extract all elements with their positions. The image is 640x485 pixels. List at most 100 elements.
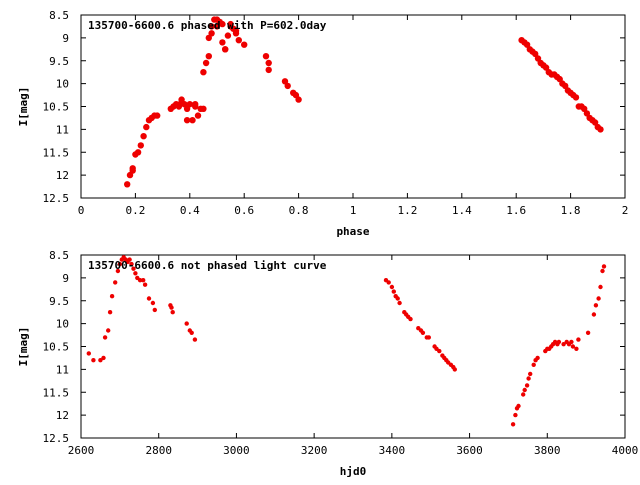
unphased-data-point	[142, 282, 148, 287]
phased-xtick-label: 1.4	[452, 204, 472, 217]
unphased-data-point	[169, 305, 174, 310]
unphased-plot-ticks: 2600 2800 3000 3200 3400 3600 3800 4000 8.5 9 9.5 1…	[43, 249, 639, 457]
phased-data-point	[224, 32, 232, 39]
unphased-data-point	[101, 355, 106, 361]
phased-xtick-label: 1	[350, 204, 357, 217]
phased-data-point	[597, 126, 604, 133]
phased-data-point	[222, 46, 229, 53]
unphased-plot-points	[86, 255, 607, 427]
unphased-data-point	[146, 296, 152, 301]
phased-data-point	[205, 53, 212, 60]
unphased-plot-ylabel: I[mag]	[17, 327, 30, 367]
unphased-data-point	[601, 264, 607, 269]
unphased-ytick-label: 10	[56, 318, 69, 331]
phased-data-point	[205, 34, 212, 42]
unphased-data-point	[150, 300, 156, 306]
phased-data-point	[134, 149, 142, 156]
unphased-data-point	[426, 335, 431, 340]
phased-xtick-label: 0.8	[289, 204, 309, 217]
unphased-xtick-label: 3200	[301, 444, 328, 457]
phased-xtick-label: 0.4	[180, 204, 200, 217]
unphased-data-point	[127, 257, 132, 262]
phased-plot-title: 135700-6600.6 phased with P=602.0day	[88, 19, 327, 32]
unphased-data-point	[510, 422, 516, 427]
phased-ytick-label: 8.5	[49, 9, 69, 22]
unphased-data-point	[576, 337, 581, 342]
phased-data-point	[219, 39, 226, 46]
unphased-ytick-label: 8.5	[49, 249, 69, 262]
phased-xtick-label: 0.2	[125, 204, 145, 217]
phased-data-point	[295, 96, 302, 103]
unphased-ytick-label: 11	[56, 363, 69, 376]
phased-data-point	[189, 117, 196, 124]
unphased-xtick-label: 2600	[68, 444, 95, 457]
phased-data-point	[200, 69, 207, 76]
phased-xtick-label: 1.2	[397, 204, 417, 217]
phased-data-point	[208, 30, 215, 37]
unphased-data-point	[391, 289, 396, 294]
unphased-xtick-label: 4000	[612, 444, 639, 457]
unphased-data-point	[570, 344, 576, 349]
unphased-data-point	[189, 330, 194, 335]
unphased-data-point	[598, 284, 603, 290]
unphased-data-point	[420, 330, 426, 335]
unphased-xtick-label: 2800	[145, 444, 172, 457]
phased-data-point	[572, 94, 580, 101]
unphased-data-point	[170, 310, 175, 315]
phased-plot-ylabel: I[mag]	[17, 87, 30, 127]
phased-ytick-label: 10.5	[43, 101, 70, 114]
unphased-ytick-label: 9.5	[49, 295, 69, 308]
unphased-data-point	[141, 278, 146, 283]
unphased-data-point	[524, 383, 530, 388]
phased-ytick-label: 9	[62, 32, 69, 45]
unphased-data-point	[526, 376, 531, 381]
unphased-data-point	[91, 358, 96, 363]
phased-plot-points	[124, 16, 604, 188]
phased-xtick-label: 0	[78, 204, 85, 217]
unphased-data-point	[535, 355, 540, 361]
phased-data-point	[154, 112, 161, 119]
phased-data-point	[202, 59, 210, 67]
phased-data-point	[186, 101, 193, 108]
phased-data-point	[194, 112, 202, 119]
phased-data-point	[265, 59, 272, 67]
phased-data-point	[124, 181, 131, 188]
phased-xtick-label: 1.8	[561, 204, 581, 217]
unphased-data-point	[192, 337, 198, 342]
unphased-ytick-label: 9	[62, 272, 69, 285]
unphased-data-point	[531, 362, 536, 367]
unphased-data-point	[184, 321, 189, 326]
unphased-data-point	[437, 348, 442, 354]
unphased-data-point	[574, 346, 579, 351]
unphased-plot-xlabel: hjd0	[340, 465, 367, 478]
unphased-ytick-label: 12.5	[43, 432, 70, 445]
unphased-data-point	[569, 339, 574, 345]
phased-data-point	[140, 133, 147, 140]
unphased-data-point	[452, 367, 457, 372]
phased-ytick-label: 12	[56, 169, 69, 182]
unphased-data-point	[117, 261, 123, 267]
unphased-data-point	[115, 268, 121, 274]
unphased-data-point	[591, 312, 597, 317]
phased-data-point	[241, 41, 248, 48]
unphased-data-point	[585, 330, 591, 335]
unphased-data-point	[596, 296, 601, 301]
unphased-data-point	[107, 310, 113, 315]
phased-ytick-label: 11	[56, 123, 69, 136]
unphased-data-point	[522, 387, 527, 393]
unphased-data-point	[98, 358, 103, 363]
unphased-data-point	[600, 268, 605, 274]
phased-ytick-label: 9.5	[49, 55, 69, 68]
unphased-data-point	[556, 339, 562, 345]
unphased-data-point	[106, 328, 111, 333]
phased-data-point	[208, 23, 215, 30]
unphased-data-point	[593, 303, 599, 308]
unphased-data-point	[513, 412, 518, 418]
phased-xtick-label: 1.6	[506, 204, 526, 217]
unphased-data-point	[397, 300, 402, 306]
unphased-data-point	[408, 316, 413, 322]
unphased-data-point	[129, 261, 134, 267]
unphased-ytick-label: 11.5	[43, 386, 70, 399]
phased-data-point	[200, 105, 207, 113]
